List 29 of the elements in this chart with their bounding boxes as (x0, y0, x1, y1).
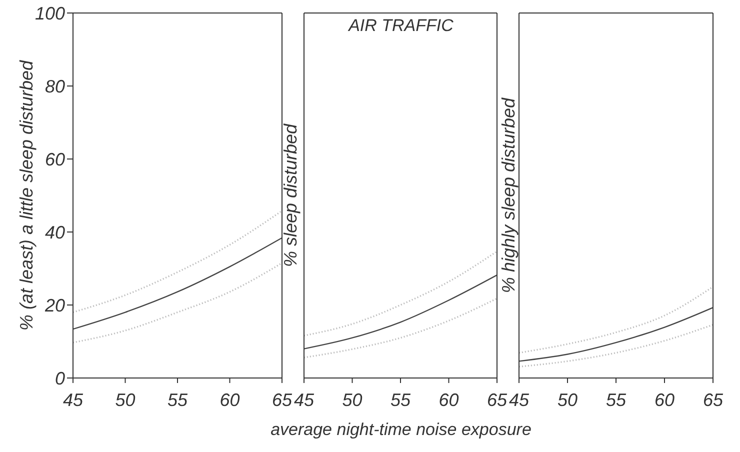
x-tick-label: 60 (654, 390, 675, 410)
y-tick-label: 100 (34, 3, 65, 24)
y-tick-label: 0 (54, 368, 65, 388)
x-tick-label: 65 (272, 390, 293, 410)
line-series (73, 210, 282, 314)
x-tick-label: 45 (62, 390, 84, 410)
x-tick-label: 45 (294, 390, 315, 410)
y-axis-title: % (at least) a little sleep disturbed (16, 59, 36, 331)
y-tick-label: 20 (44, 295, 65, 316)
x-tick-label: 65 (486, 390, 508, 410)
x-tick-label: 50 (342, 390, 362, 410)
y-tick-label: 80 (44, 76, 65, 96)
y-axis-title: % sleep disturbed (280, 122, 300, 268)
x-tick-label: 55 (606, 390, 627, 410)
x-tick-label: 60 (438, 390, 459, 410)
x-tick-label: 65 (702, 390, 724, 410)
y-tick-label: 40 (44, 222, 65, 242)
x-tick-label: 55 (167, 390, 188, 410)
x-tick-label: 45 (508, 390, 530, 410)
x-tick-label: 50 (115, 390, 136, 410)
chart-title: AIR TRAFFIC (347, 16, 454, 36)
line-series (73, 237, 282, 330)
x-axis-title: average night-time noise exposure (270, 420, 532, 440)
x-tick-label: 60 (220, 390, 240, 410)
x-tick-label: 55 (390, 390, 412, 410)
y-axis-title: % highly sleep disturbed (498, 96, 518, 294)
x-tick-label: 50 (557, 390, 578, 410)
y-tick-label: 60 (44, 149, 65, 170)
line-series (73, 262, 282, 344)
